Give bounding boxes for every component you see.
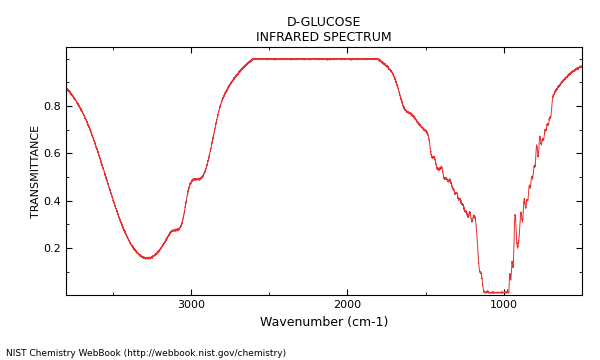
Y-axis label: TRANSMITTANCE: TRANSMITTANCE <box>31 125 41 217</box>
Title: D-GLUCOSE
INFRARED SPECTRUM: D-GLUCOSE INFRARED SPECTRUM <box>256 16 392 44</box>
X-axis label: Wavenumber (cm-1): Wavenumber (cm-1) <box>260 316 388 329</box>
Text: NIST Chemistry WebBook (http://webbook.nist.gov/chemistry): NIST Chemistry WebBook (http://webbook.n… <box>6 349 286 358</box>
